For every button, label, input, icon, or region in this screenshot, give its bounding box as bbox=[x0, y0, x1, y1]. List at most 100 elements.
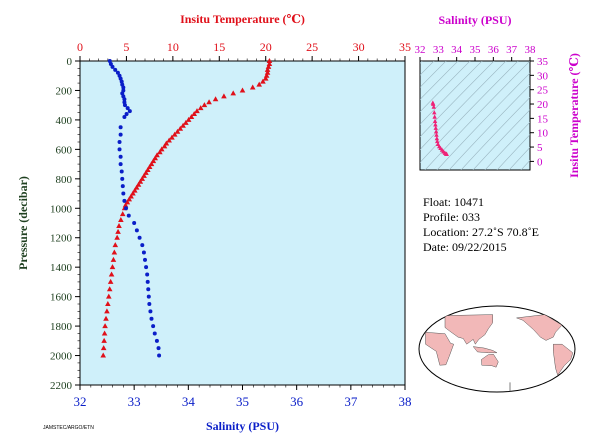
temperature-point bbox=[266, 60, 273, 66]
temperature-point bbox=[157, 149, 163, 155]
salinity-point bbox=[151, 324, 156, 329]
inset-temperature-tick-label: 25 bbox=[537, 85, 549, 97]
salinity-point bbox=[149, 316, 154, 321]
temperature-point bbox=[135, 181, 142, 187]
salinity-tick-label: 38 bbox=[399, 394, 412, 409]
pressure-tick-label: 1200 bbox=[50, 233, 73, 245]
inset-temperature-tick-label: 10 bbox=[537, 128, 549, 140]
salinity-point bbox=[146, 287, 151, 292]
salinity-tick-label: 35 bbox=[236, 394, 249, 409]
temperature-point bbox=[100, 352, 107, 358]
salinity-point bbox=[118, 162, 123, 167]
inset-temperature-tick-label: 20 bbox=[537, 99, 549, 111]
temperature-point bbox=[114, 234, 120, 240]
temperature-point bbox=[180, 122, 186, 128]
salinity-tick-label: 32 bbox=[74, 394, 87, 409]
date-info: Date: 09/22/2015 bbox=[423, 240, 507, 254]
temperature-point bbox=[177, 125, 184, 131]
temperature-point bbox=[106, 286, 113, 292]
salinity-point bbox=[124, 206, 129, 211]
inset-point bbox=[434, 135, 440, 141]
temperature-point bbox=[131, 187, 138, 193]
temperature-tick-label: 20 bbox=[260, 40, 272, 54]
pressure-tick-label: 0 bbox=[67, 56, 73, 68]
inset-temperature-tick-label: 5 bbox=[537, 142, 543, 154]
inset-salinity-title: Salinity (PSU) bbox=[438, 13, 511, 27]
inset-salinity-tick-label: 38 bbox=[525, 44, 537, 56]
salinity-point bbox=[110, 64, 115, 69]
inset-temperature-tick-label: 0 bbox=[537, 156, 543, 168]
inset-salinity-tick-label: 32 bbox=[415, 44, 426, 56]
temperature-tick-label: 5 bbox=[123, 40, 129, 54]
temperature-point bbox=[158, 146, 165, 152]
temperature-point bbox=[169, 134, 175, 140]
inset-density-isolines bbox=[420, 55, 601, 180]
temperature-point bbox=[212, 96, 219, 102]
temperature-point bbox=[100, 345, 107, 351]
salinity-point bbox=[157, 353, 162, 358]
inset-isoline bbox=[420, 61, 519, 163]
temperature-point bbox=[109, 264, 116, 270]
inset-isoline bbox=[524, 55, 601, 180]
salinity-point bbox=[137, 235, 142, 240]
inset-point bbox=[444, 151, 449, 157]
temperature-point bbox=[264, 66, 271, 72]
temperature-point bbox=[137, 178, 144, 184]
inset-isoline bbox=[448, 84, 530, 170]
inset-point bbox=[434, 132, 439, 137]
temperature-point bbox=[105, 301, 111, 306]
inset-point bbox=[432, 110, 437, 115]
temperature-point bbox=[108, 271, 115, 277]
salinity-point bbox=[152, 331, 157, 336]
inset-temperature-tick-label: 35 bbox=[537, 56, 549, 68]
temperature-point bbox=[150, 158, 157, 164]
temperature-point bbox=[130, 190, 136, 196]
temperature-point bbox=[101, 330, 108, 336]
salinity-point bbox=[125, 106, 130, 111]
temperature-point bbox=[143, 169, 149, 175]
inset-isoline bbox=[420, 61, 483, 125]
inset-isoline bbox=[420, 61, 471, 113]
temperature-point bbox=[124, 199, 131, 205]
inset-salinity-tick-label: 33 bbox=[433, 44, 445, 56]
temperature-tick-label: 0 bbox=[77, 40, 83, 54]
salinity-point bbox=[122, 114, 127, 119]
salinity-point bbox=[156, 346, 161, 351]
temperature-point bbox=[104, 308, 110, 314]
inset-point bbox=[433, 122, 438, 127]
salinity-point bbox=[146, 294, 151, 299]
inset-point bbox=[432, 114, 437, 119]
inset-salinity-tick-label: 34 bbox=[451, 44, 463, 56]
salinity-point bbox=[120, 184, 125, 189]
salinity-point bbox=[140, 243, 145, 248]
map-land bbox=[425, 314, 574, 392]
temperature-point bbox=[148, 161, 155, 167]
map-continent bbox=[516, 314, 563, 341]
salinity-point bbox=[154, 338, 159, 343]
salinity-point bbox=[121, 191, 126, 196]
salinity-point bbox=[108, 61, 113, 66]
salinity-point bbox=[122, 103, 127, 108]
pressure-tick-label: 1600 bbox=[50, 292, 73, 304]
temperature-point bbox=[265, 63, 272, 69]
inset-temperature-axis-title: Insitu Temperature (℃) bbox=[567, 53, 581, 178]
temperature-tick-label: 15 bbox=[213, 40, 225, 54]
inset-isoline bbox=[460, 97, 530, 170]
inset-point bbox=[432, 118, 438, 124]
salinity-tick-label: 37 bbox=[344, 394, 358, 409]
temperature-point bbox=[262, 75, 269, 81]
salinity-tick-label: 33 bbox=[128, 394, 141, 409]
temperature-point bbox=[119, 211, 126, 217]
temperature-point bbox=[146, 164, 153, 170]
temperature-point bbox=[111, 249, 118, 255]
map-continent bbox=[553, 343, 574, 376]
inset-point bbox=[431, 101, 436, 106]
temperature-point bbox=[239, 87, 246, 93]
inset-salinity-tick-label: 35 bbox=[470, 44, 482, 56]
inset-isoline bbox=[420, 61, 459, 100]
pressure-tick-label: 200 bbox=[56, 85, 73, 97]
temperature-point bbox=[116, 222, 122, 228]
inset-salinity-tick-label: 36 bbox=[488, 44, 500, 56]
temperature-point bbox=[183, 119, 189, 125]
